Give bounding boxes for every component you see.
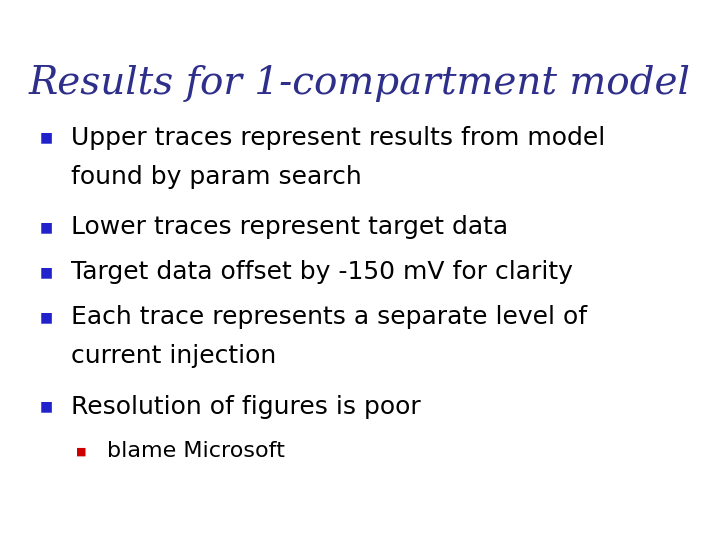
Text: ■: ■ — [40, 220, 53, 234]
Text: Each trace represents a separate level of: Each trace represents a separate level o… — [71, 305, 587, 329]
Text: Target data offset by -150 mV for clarity: Target data offset by -150 mV for clarit… — [71, 260, 572, 284]
Text: blame Microsoft: blame Microsoft — [107, 441, 284, 462]
Text: Resolution of figures is poor: Resolution of figures is poor — [71, 395, 420, 418]
Text: ■: ■ — [40, 131, 53, 145]
Text: ■: ■ — [40, 310, 53, 324]
Text: Lower traces represent target data: Lower traces represent target data — [71, 215, 508, 239]
Text: ■: ■ — [40, 400, 53, 414]
Text: found by param search: found by param search — [71, 165, 361, 188]
Text: ■: ■ — [76, 447, 86, 456]
Text: Results for 1-compartment model: Results for 1-compartment model — [29, 65, 691, 102]
Text: Upper traces represent results from model: Upper traces represent results from mode… — [71, 126, 605, 150]
Text: current injection: current injection — [71, 344, 276, 368]
Text: ■: ■ — [40, 265, 53, 279]
